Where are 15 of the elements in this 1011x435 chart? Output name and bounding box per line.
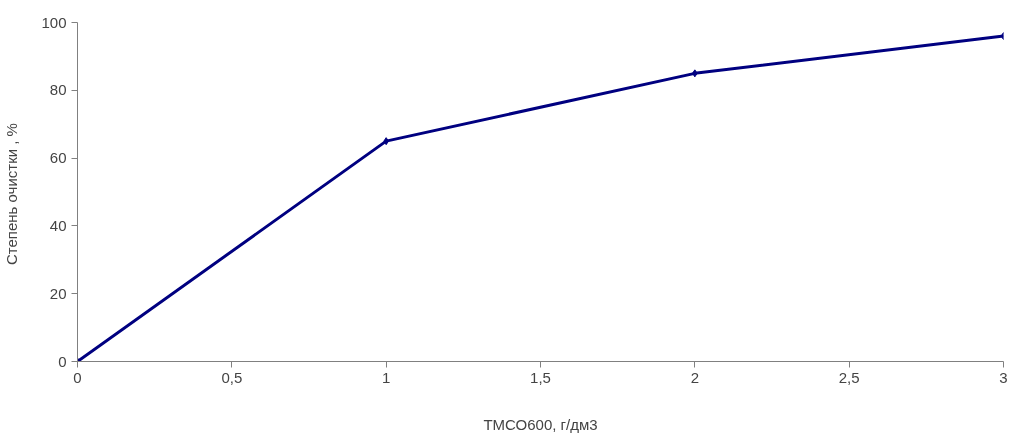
y-tick-label: 80: [49, 81, 67, 99]
y-tick-label: 40: [49, 216, 67, 234]
y-tick-label: 0: [58, 352, 67, 370]
x-tick-label: 0,5: [221, 368, 243, 386]
x-tick-label: 2,5: [838, 368, 860, 386]
x-tick-label: 2: [690, 368, 700, 386]
x-tick-label: 0: [73, 368, 82, 386]
x-tick-label: 3: [999, 368, 1008, 386]
x-tick-label: 1: [382, 368, 391, 386]
x-axis-title: ТМСО600, г/дм3: [483, 415, 598, 433]
y-axis-title: Степень очистки , %: [3, 123, 21, 266]
y-tick-label: 100: [41, 13, 67, 31]
x-tick-label: 1,5: [530, 368, 551, 386]
y-tick-label: 60: [49, 149, 67, 167]
y-tick-label: 20: [49, 284, 67, 302]
